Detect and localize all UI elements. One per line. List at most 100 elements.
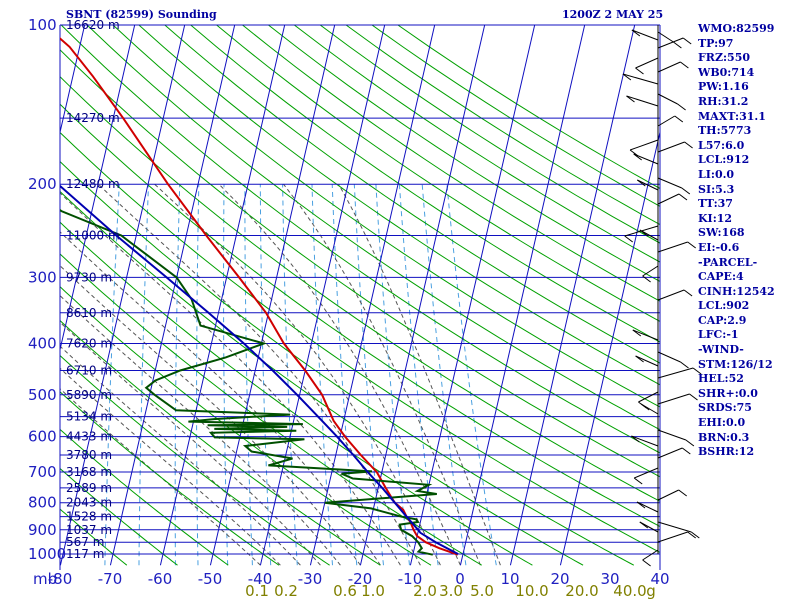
height-label: 8610 m [66, 306, 112, 320]
wind-barb-flag [624, 235, 634, 243]
wind-barb-flag [632, 329, 642, 337]
index-item: HEL:52 [698, 372, 744, 386]
wind-barb-flag [689, 393, 698, 401]
height-label: 16620 m [66, 18, 120, 32]
mixing-ratio-label: 0.1 [245, 582, 269, 600]
temperature-tick-label: 0 [455, 570, 465, 588]
wind-barb-flag [677, 103, 686, 111]
mixing-ratio-label: 3.0 [439, 582, 463, 600]
index-item: SHR+:0.0 [698, 386, 758, 400]
wind-barb [626, 95, 659, 107]
index-item: CAP:2.9 [698, 313, 747, 327]
wind-barb-flag [687, 241, 697, 249]
temperature-tick-label: -30 [298, 570, 323, 588]
wind-barb-flag [687, 531, 697, 539]
dry-adiabat [60, 508, 128, 566]
wind-barb [635, 355, 659, 367]
index-item: EI:-0.6 [698, 240, 740, 254]
wind-barb-flag [640, 403, 650, 411]
height-label: 2043 m [66, 496, 112, 510]
wind-barb [657, 241, 688, 253]
dry-adiabat [60, 285, 432, 566]
mixing-ratio-label: 5.0 [470, 582, 494, 600]
pressure-tick-label: 1000 [28, 545, 66, 563]
index-item: WMO:82599 [698, 22, 775, 35]
index-item: CAPE:4 [698, 270, 744, 284]
wind-barb-flag [631, 435, 640, 443]
isotherm [359, 25, 486, 566]
index-item: TP:97 [698, 36, 734, 50]
dry-adiabat [60, 354, 330, 566]
wind-barb-flag [633, 477, 643, 485]
temperature-line [60, 37, 459, 556]
dry-adiabat [60, 428, 229, 566]
temperature-tick-label: 20 [550, 570, 569, 588]
wind-profile [622, 25, 702, 567]
height-label: 12480 m [66, 177, 120, 191]
isotherm [60, 25, 86, 135]
wind-barb-flag [673, 41, 682, 49]
mixing-ratio-line [311, 184, 333, 566]
isotherm [309, 25, 436, 566]
wind-barb-flag [680, 61, 689, 69]
wind-barb [657, 31, 674, 43]
height-label: 5134 m [66, 410, 112, 424]
wind-barb [638, 391, 659, 403]
mixing-ratio-label: 2.0 [413, 582, 437, 600]
moist-adiabat [283, 183, 481, 566]
wind-barb-flag [642, 275, 651, 283]
moist-adiabat [60, 388, 261, 566]
temperature-tick-label: -20 [348, 570, 373, 588]
mixing-ratio-label: 0.2 [274, 582, 298, 600]
height-label: 117 m [66, 547, 104, 561]
wind-barb-flag [681, 187, 691, 195]
wind-barb [632, 329, 659, 341]
index-item: SW:168 [698, 226, 745, 240]
wind-barb-flag [683, 289, 693, 297]
wind-barb-flag [639, 521, 649, 529]
index-item: FRZ:550 [698, 51, 751, 65]
wind-barb-flag [674, 115, 684, 123]
temperature-tick-label: 10 [500, 570, 519, 588]
pressure-unit-label: mb [33, 570, 57, 588]
wind-barb [657, 351, 681, 363]
dry-adiabat [293, 25, 660, 263]
wind-barb-flag [635, 67, 644, 75]
isotherm [159, 25, 286, 566]
moist-adiabat [60, 294, 341, 566]
index-item: CINH:12542 [698, 284, 775, 298]
wind-barb [631, 29, 659, 41]
height-label: 9730 m [66, 270, 112, 284]
dry-adiabat [60, 391, 280, 566]
index-item: -PARCEL- [698, 255, 758, 269]
wind-barb [635, 57, 659, 69]
dry-adiabat [60, 319, 381, 566]
pressure-tick-label: 600 [28, 428, 57, 446]
mixing-ratio-line [375, 184, 410, 566]
isotherms [0, 25, 660, 566]
height-label: 1528 m [66, 510, 112, 524]
isotherm [60, 25, 186, 566]
dry-adiabat [60, 25, 660, 454]
wind-barb-flag [642, 559, 651, 567]
isotherm [509, 25, 636, 566]
height-label: 5890 m [66, 388, 112, 402]
mixing-ratio-line [398, 184, 439, 566]
wind-barb-flag [681, 447, 691, 455]
isotherm [60, 25, 136, 352]
wind-barb [657, 393, 690, 405]
moist-adiabat [97, 183, 421, 566]
temperature-tick-label: -10 [398, 570, 423, 588]
index-item: RH:31.2 [698, 94, 749, 108]
sounding-profiles [60, 37, 459, 556]
index-item: WB0:714 [698, 65, 755, 79]
dry-adiabat [190, 25, 660, 343]
index-item: LI:0.0 [698, 167, 735, 181]
index-item: BSHR:12 [698, 445, 755, 459]
mixing-ratio-line [174, 184, 181, 566]
wind-barb [636, 501, 659, 513]
wind-barb-flag [622, 73, 632, 81]
wind-barb [657, 61, 681, 73]
isotherm [0, 25, 35, 565]
